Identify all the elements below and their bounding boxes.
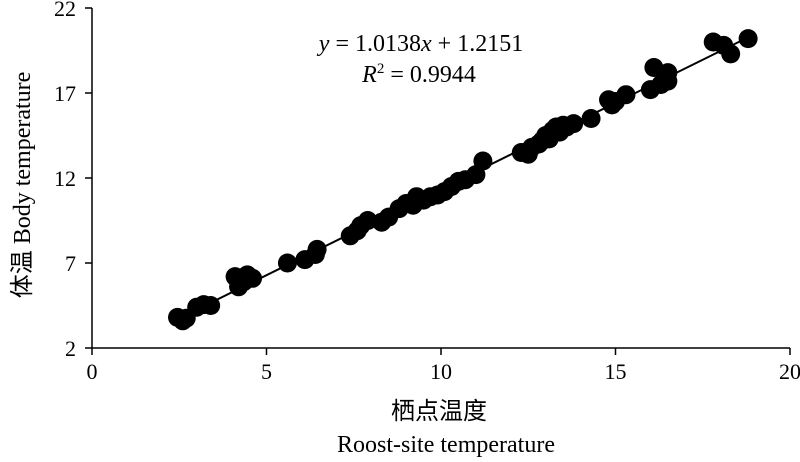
y-tick-label: 7 xyxy=(65,251,76,276)
r2-symbol: R xyxy=(361,62,377,88)
r2-value: = 0.9944 xyxy=(384,62,476,88)
x-tick-label: 0 xyxy=(87,359,98,384)
y-tick-label: 22 xyxy=(54,0,76,21)
x-axis-ticks: 0 5 10 15 20 xyxy=(87,348,800,384)
y-tick-label: 2 xyxy=(65,336,76,361)
x-axis-title: Roost-site temperature xyxy=(337,432,555,458)
y-tick-label: 12 xyxy=(54,166,76,191)
data-point xyxy=(658,63,678,83)
y-axis-ticks: 2 7 12 17 22 xyxy=(54,0,92,361)
equation-x: x xyxy=(420,31,432,57)
regression-equation: y = 1.0138x + 1.2151 xyxy=(317,31,523,57)
equation-slope: = 1.0138 xyxy=(329,31,421,57)
x-tick-label: 20 xyxy=(779,359,800,384)
data-point xyxy=(277,253,297,273)
y-tick-label: 17 xyxy=(54,81,76,106)
data-point xyxy=(473,151,493,171)
data-point xyxy=(201,296,221,315)
data-point xyxy=(243,268,263,288)
data-point xyxy=(307,239,327,259)
equation-intercept: + 1.2151 xyxy=(432,31,524,57)
data-point xyxy=(721,44,741,64)
data-point xyxy=(616,85,636,105)
x-tick-label: 10 xyxy=(430,359,452,384)
x-axis-title-chinese: 栖点温度 xyxy=(391,398,487,425)
r2-exponent: 2 xyxy=(377,61,385,77)
data-points xyxy=(168,29,758,331)
x-tick-label: 5 xyxy=(261,359,272,384)
r-squared: R2 = 0.9944 xyxy=(361,61,476,88)
equation-y: y xyxy=(317,31,330,57)
data-point xyxy=(581,109,601,128)
axes: 0 5 10 15 20 2 7 12 17 22 xyxy=(54,0,800,384)
data-point xyxy=(358,211,378,230)
data-point xyxy=(738,29,758,49)
data-point xyxy=(564,114,584,134)
x-tick-label: 15 xyxy=(605,359,627,384)
y-axis-title: 体温 Body temperature xyxy=(9,72,36,299)
